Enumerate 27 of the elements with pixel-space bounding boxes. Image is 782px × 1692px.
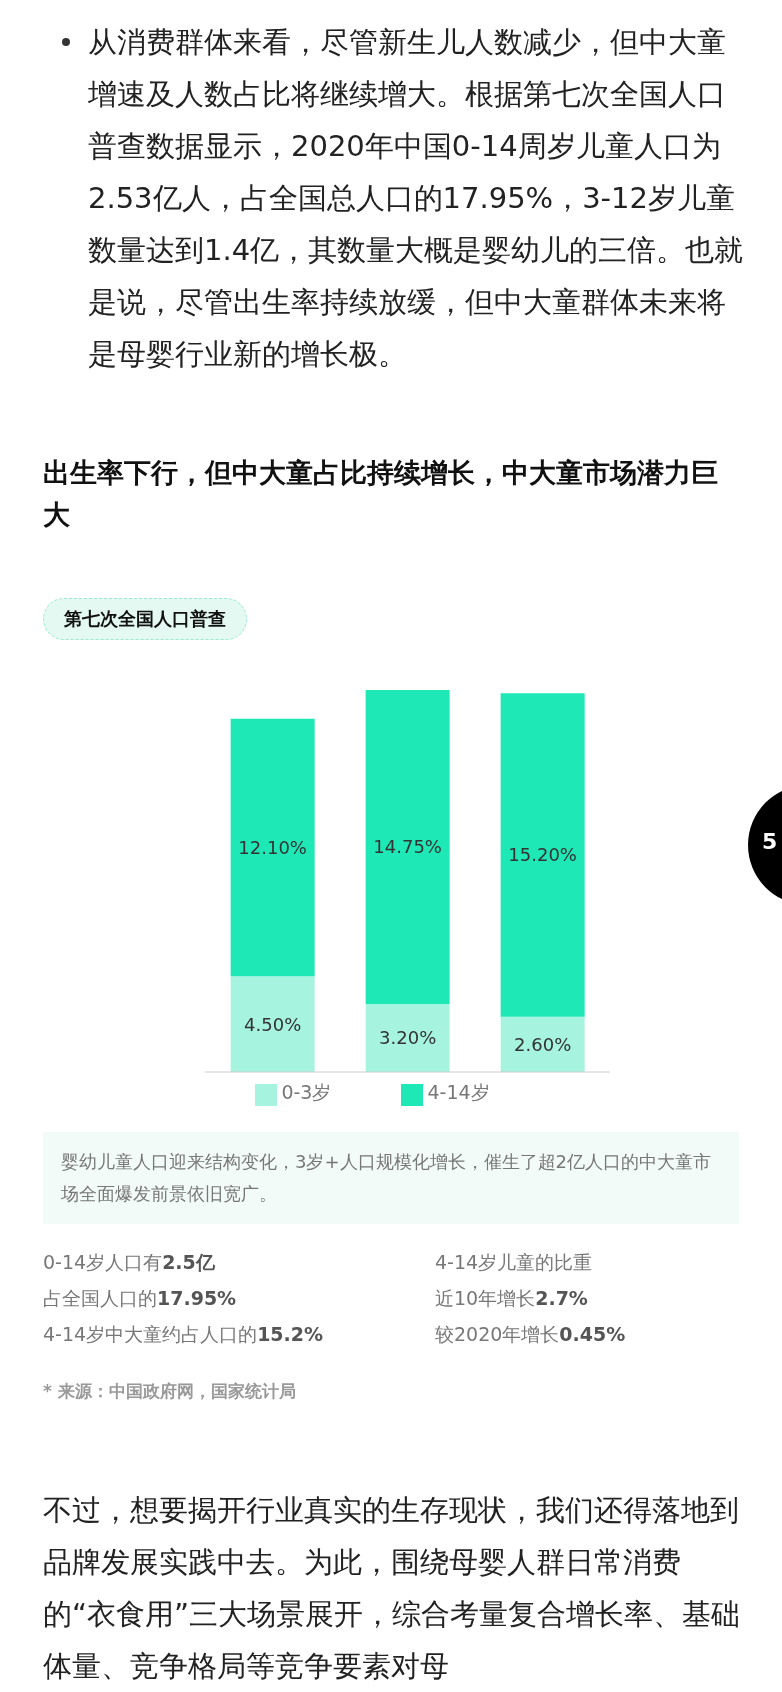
text: 0-14岁人口有2.5亿 [43, 1250, 215, 1275]
text: * 来源：中国政府网，国家统计局 [43, 1380, 296, 1403]
text: 4-14岁儿童的比重 [435, 1250, 593, 1275]
data-label: 15.20% [508, 844, 577, 866]
bar [365, 1003, 450, 1072]
text: 婴幼儿童人口迎来结构变化，3岁+人口规模化增长，催生了超2亿人口的中大童市场全面爆发前景依旧宽广。 [43, 1132, 739, 1224]
data-label: 3.20% [379, 1027, 437, 1049]
text: 不过，想要揭开行业真实的生存现状，我们还得落地到品牌发展实践中去。为此，围绕母婴人群日常消费的“衣食用”三大场景展开，综合考量复合增长率、基础体量、竞争格局等竞争要素对母 [43, 1492, 742, 1685]
text: 5 [762, 829, 778, 854]
legend-label: 4-14岁 [427, 1081, 490, 1103]
data-label: 14.75% [373, 836, 442, 858]
bar [365, 690, 450, 1004]
chart-title: 出生率下行，但中大童占比持续增长，中大童市场潜力巨大 [43, 456, 719, 532]
text: 较2020年增长0.45% [435, 1322, 626, 1347]
data-label: 4.50% [244, 1013, 302, 1035]
bar [500, 1016, 585, 1072]
bar [230, 976, 315, 1072]
bar [230, 718, 315, 977]
text: 占全国人口的17.95% [43, 1286, 237, 1311]
text: 从消费群体来看，尽管新生儿人数减少，但中大童增速及人数占比将继续增大。根据第七次全国人口普查数据显示，2020年中国0-14周岁儿童人口为2.53亿人，占全国总人口的17.95%，3-12岁儿童数量达到1.4亿，其数量大概是婴幼儿的三倍。也就是说，尽管出生率持续放缓，但中大童群体未来将是母婴行业新的增长极。 [88, 24, 745, 373]
data-label: 12.10% [238, 836, 307, 858]
chart-subtitle: 第七次全国人口普查 [43, 598, 247, 640]
legend-label: 0-3岁 [281, 1081, 332, 1103]
text: 4-14岁中大童约占人口的15.2% [43, 1322, 324, 1347]
data-label: 2.60% [514, 1033, 572, 1055]
bar [500, 693, 585, 1017]
text: 近10年增长2.7% [435, 1286, 588, 1311]
